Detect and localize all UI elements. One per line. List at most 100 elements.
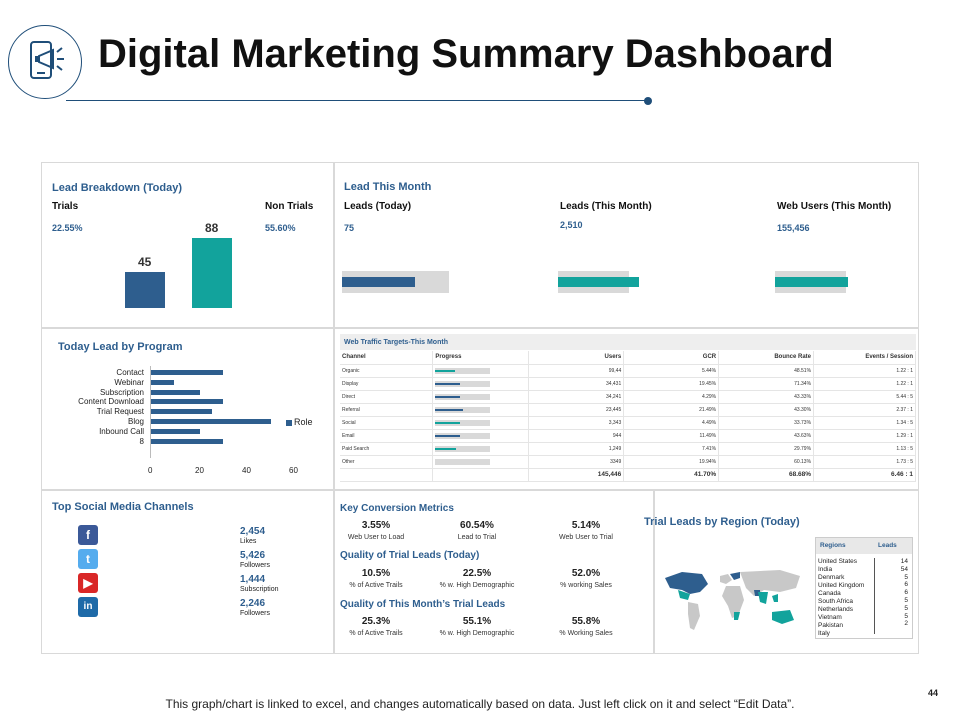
program-bar bbox=[150, 370, 224, 375]
users-cell: 34,431 bbox=[528, 377, 625, 391]
progress-bar bbox=[435, 432, 491, 439]
progress-cell bbox=[432, 455, 530, 469]
users-cell: 99,44 bbox=[528, 364, 625, 378]
events-cell: 1.29 : 1 bbox=[813, 429, 916, 443]
social-metric: Followers bbox=[240, 562, 270, 569]
web-traffic-panel bbox=[334, 328, 919, 490]
bounce-cell: 43.63% bbox=[718, 429, 815, 443]
metric-value: 3.55% bbox=[361, 520, 391, 531]
region-country: United Kingdom bbox=[818, 582, 865, 589]
users-cell: 3,343 bbox=[528, 416, 625, 430]
gcr-cell: 4.49% bbox=[623, 416, 720, 430]
totals-blank bbox=[432, 468, 530, 482]
bounce-cell: 43.30% bbox=[718, 403, 815, 417]
lead-breakdown-title: Lead Breakdown (Today) bbox=[52, 182, 182, 194]
program-label: Webinar bbox=[114, 377, 144, 387]
social-metric: Subscription bbox=[240, 586, 279, 593]
twitter-icon[interactable]: t bbox=[78, 549, 98, 569]
trials-percent: 22.55% bbox=[52, 223, 83, 233]
program-label: Inbound Call bbox=[99, 426, 144, 436]
leads-month-progress bbox=[558, 271, 639, 293]
region-country: Italy bbox=[818, 630, 830, 637]
program-bar bbox=[150, 399, 224, 405]
bounce-cell: 33.73% bbox=[718, 416, 815, 430]
leads-today-value: 75 bbox=[344, 223, 355, 233]
web-users-label: Web Users (This Month) bbox=[777, 201, 892, 212]
bounce-cell: 71.34% bbox=[718, 377, 815, 391]
lead-by-program-title: Today Lead by Program bbox=[58, 341, 183, 353]
metric-caption: % of Active Trails bbox=[349, 582, 403, 589]
social-metric: Followers bbox=[240, 610, 270, 617]
progress-bar-fill bbox=[435, 369, 455, 372]
bounce-cell: 48.51% bbox=[718, 364, 815, 378]
progress-bar-fill bbox=[435, 395, 461, 398]
events-cell: 1.22 : 1 bbox=[813, 377, 916, 391]
region-table-divider bbox=[874, 558, 875, 634]
social-count: 5,426 bbox=[240, 550, 266, 561]
lead-this-month-title: Lead This Month bbox=[344, 181, 432, 193]
logo-badge bbox=[8, 25, 82, 99]
region-country: Pakistan bbox=[818, 622, 843, 629]
web-traffic-title: Web Traffic Targets-This Month bbox=[344, 339, 448, 346]
region-leads-value: 14 bbox=[900, 558, 908, 565]
metric-value: 52.0% bbox=[571, 568, 601, 579]
totals-blank bbox=[340, 468, 434, 482]
events-cell: 1.73 : 5 bbox=[813, 455, 916, 469]
web-traffic-row: Organic 99,44 5.44% 48.51% 1.22 : 1 bbox=[340, 364, 916, 378]
x-tick-label: 0 bbox=[148, 466, 153, 475]
program-label: Blog bbox=[127, 417, 144, 426]
conversion-panel bbox=[334, 490, 654, 654]
region-leads-value: 5 bbox=[904, 596, 908, 604]
web-traffic-row: Display 34,431 19.45% 71.34% 1.22 : 1 bbox=[340, 377, 916, 391]
progress-cell bbox=[432, 377, 530, 391]
page-number: 44 bbox=[928, 688, 939, 698]
region-country: South Africa bbox=[818, 598, 854, 605]
program-bar bbox=[150, 438, 224, 444]
progress-bar-fill bbox=[435, 421, 461, 424]
region-country-list: United States India Denmark United Kingdom C… bbox=[818, 558, 864, 638]
progress-bar-fill bbox=[435, 382, 461, 385]
footer-note: This graph/chart is linked to excel, and… bbox=[165, 697, 795, 711]
metric-value: 25.3% bbox=[361, 616, 391, 627]
channel-cell: Display bbox=[340, 377, 434, 391]
total-bounce-cell: 68.68% bbox=[718, 468, 815, 482]
linkedin-icon[interactable]: in bbox=[78, 597, 98, 617]
web-traffic-table: Channel Progress Users GCR Bounce Rate Events… bbox=[340, 351, 916, 482]
region-country: Netherlands bbox=[818, 606, 854, 613]
web-traffic-row: Direct 34,241 4.29% 43.33% 5.44 : 5 bbox=[340, 390, 916, 404]
channel-cell: Direct bbox=[340, 390, 434, 404]
leads-month-value: 2,510 bbox=[560, 220, 583, 230]
region-leads-value: 5 bbox=[904, 573, 908, 581]
region-title: Trial Leads by Region (Today) bbox=[644, 516, 800, 528]
region-country: India bbox=[818, 566, 833, 573]
gcr-cell: 19.45% bbox=[623, 377, 720, 391]
leads-month-label: Leads (This Month) bbox=[560, 201, 652, 212]
lead-bar-value-1: 88 bbox=[205, 221, 219, 235]
progress-cell bbox=[432, 390, 530, 404]
non-trials-percent: 55.60% bbox=[265, 223, 296, 233]
program-label: Trial Request bbox=[96, 407, 144, 417]
leads-today-label: Leads (Today) bbox=[344, 201, 412, 212]
lead-bar-trials bbox=[125, 272, 165, 308]
region-country: Vietnam bbox=[818, 614, 842, 621]
program-bar bbox=[150, 428, 200, 434]
metric-caption: % of Active Trails bbox=[349, 630, 403, 637]
users-cell: 1,249 bbox=[528, 442, 625, 456]
progress-bar-fill bbox=[435, 434, 461, 437]
web-users-progress bbox=[775, 271, 848, 293]
users-cell: 34,241 bbox=[528, 390, 625, 404]
trials-label: Trials bbox=[52, 201, 79, 212]
program-label: Subscription bbox=[99, 387, 144, 397]
program-label: Content Download bbox=[78, 397, 144, 407]
users-cell: 3349 bbox=[528, 455, 625, 469]
progress-bar bbox=[435, 393, 491, 400]
program-bar bbox=[150, 379, 174, 385]
x-tick-label: 40 bbox=[242, 466, 251, 475]
facebook-icon[interactable]: f bbox=[78, 525, 98, 545]
events-cell: 2.37 : 1 bbox=[813, 403, 916, 417]
youtube-icon[interactable]: ▶ bbox=[78, 573, 98, 593]
gcr-cell: 19.94% bbox=[623, 455, 720, 469]
web-traffic-col-header: GCR bbox=[623, 351, 720, 365]
quality-today-title: Quality of Trial Leads (Today) bbox=[340, 550, 480, 561]
events-cell: 1.34 : 5 bbox=[813, 416, 916, 430]
